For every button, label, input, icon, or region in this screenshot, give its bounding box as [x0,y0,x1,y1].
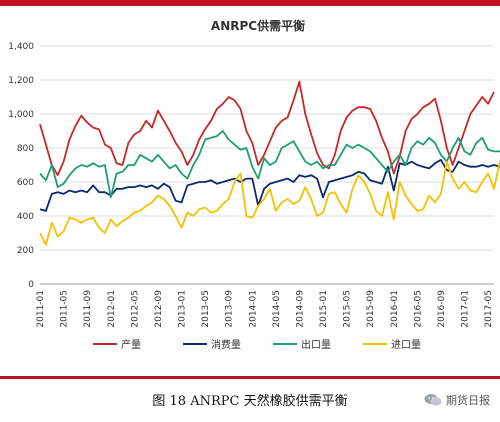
x-tick-label: 2016-09 [437,290,447,328]
x-tick-label: 2011-05 [60,290,70,328]
x-tick-label: 2014-01 [248,290,258,328]
x-tick-label: 2016-01 [390,290,400,328]
x-tick-label: 2015-05 [343,290,353,328]
legend-label: 出口量 [301,338,331,351]
x-tick-label: 2017-05 [484,290,494,328]
y-tick-label: 800 [17,144,34,154]
series-line-0 [39,80,495,177]
series-lines [39,80,500,246]
x-tick-label: 2015-09 [366,290,376,328]
grid [40,45,494,285]
x-tick-label: 2012-01 [107,290,117,328]
x-axis: 2011-01 2011-05 2011-09 2012-01 2012-05 2012-… [36,290,494,328]
x-tick-label: 2013-01 [178,290,188,328]
x-tick-label: 2013-09 [225,290,235,328]
x-tick-label: 2014-09 [295,290,305,328]
y-tick-label: 0 [28,280,34,290]
x-tick-label: 2011-01 [36,290,46,328]
x-tick-label: 2014-05 [272,290,282,328]
x-tick-label: 2011-09 [83,290,93,328]
x-tick-label: 2013-05 [201,290,211,328]
y-tick-label: 200 [17,246,34,256]
bottom-red-bar [0,376,500,379]
chart-title: ANRPC供需平衡 [211,18,305,33]
watermark-text: 期货日报 [446,394,490,407]
x-tick-label: 2016-05 [413,290,423,328]
x-tick-label: 2012-05 [130,290,140,328]
chart-svg: ANRPC供需平衡 0 200 400 600 800 1,000 1,200 1,400 2… [8,18,500,351]
figure-caption: 图 18 ANRPC 天然橡胶供需平衡 [152,394,348,409]
series-line-3 [39,160,500,246]
legend-label: 进口量 [391,339,421,351]
y-tick-label: 1,000 [8,110,34,120]
series-line-1 [39,158,500,212]
y-axis: 0 200 400 600 800 1,000 1,200 1,400 [8,42,34,290]
y-tick-label: 1,200 [8,76,34,86]
legend: 产量 消费量 出口量 进口量 [93,338,421,351]
wechat-icon [424,394,442,406]
top-red-bar [0,0,500,6]
y-tick-label: 1,400 [8,42,34,52]
y-tick-label: 600 [17,178,34,188]
watermark: 期货日报 [424,392,490,408]
y-tick-label: 400 [17,212,34,222]
x-tick-label: 2015-01 [319,290,329,328]
legend-label: 消费量 [211,338,241,351]
legend-label: 产量 [121,338,141,351]
x-tick-label: 2012-09 [154,290,164,328]
series-line-2 [39,130,500,199]
x-tick-label: 2017-01 [461,290,471,328]
